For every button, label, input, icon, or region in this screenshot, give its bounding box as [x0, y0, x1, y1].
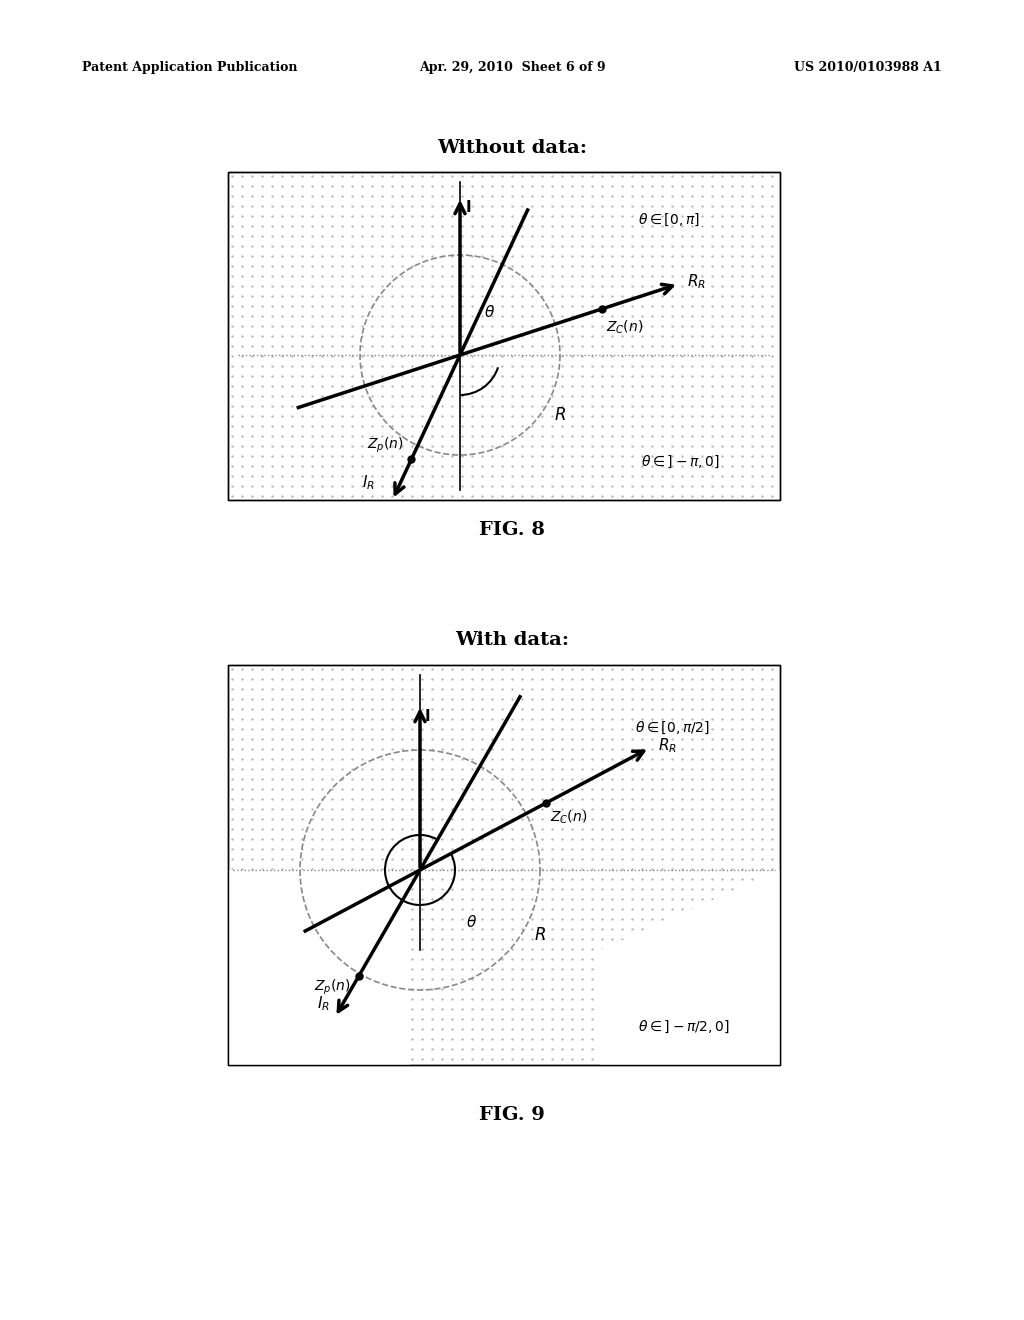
Text: Patent Application Publication: Patent Application Publication	[82, 62, 298, 74]
Polygon shape	[228, 870, 410, 1065]
Text: FIG. 9: FIG. 9	[479, 1106, 545, 1125]
Text: $\theta$: $\theta$	[467, 913, 477, 931]
Text: $\theta \in ]-\pi/2,0]$: $\theta \in ]-\pi/2,0]$	[638, 1019, 730, 1035]
Text: FIG. 8: FIG. 8	[479, 521, 545, 539]
Text: $I_R$: $I_R$	[361, 474, 375, 492]
Text: $\theta \in [0,\pi/2]$: $\theta \in [0,\pi/2]$	[635, 719, 710, 737]
Text: $Z_C(n)$: $Z_C(n)$	[550, 809, 588, 826]
Text: $\theta \in ]-\pi,0]$: $\theta \in ]-\pi,0]$	[641, 454, 720, 470]
Text: US 2010/0103988 A1: US 2010/0103988 A1	[795, 62, 942, 74]
Text: With data:: With data:	[455, 631, 569, 649]
Text: I: I	[466, 201, 472, 215]
Polygon shape	[600, 870, 780, 1065]
Text: $R_R$: $R_R$	[657, 737, 677, 755]
Text: $I_R$: $I_R$	[317, 994, 330, 1014]
Text: Apr. 29, 2010  Sheet 6 of 9: Apr. 29, 2010 Sheet 6 of 9	[419, 62, 605, 74]
Text: R: R	[535, 927, 546, 944]
Text: $Z_C(n)$: $Z_C(n)$	[606, 319, 643, 337]
Text: I: I	[425, 709, 431, 723]
Text: $Z_p(n)$: $Z_p(n)$	[367, 436, 403, 455]
Text: $\theta \in [0,\pi]$: $\theta \in [0,\pi]$	[638, 213, 700, 228]
Text: Without data:: Without data:	[437, 139, 587, 157]
Text: $R_R$: $R_R$	[687, 272, 706, 292]
Text: $Z_p(n)$: $Z_p(n)$	[314, 978, 351, 998]
Text: R: R	[554, 407, 565, 424]
Text: $\theta$: $\theta$	[484, 305, 496, 321]
